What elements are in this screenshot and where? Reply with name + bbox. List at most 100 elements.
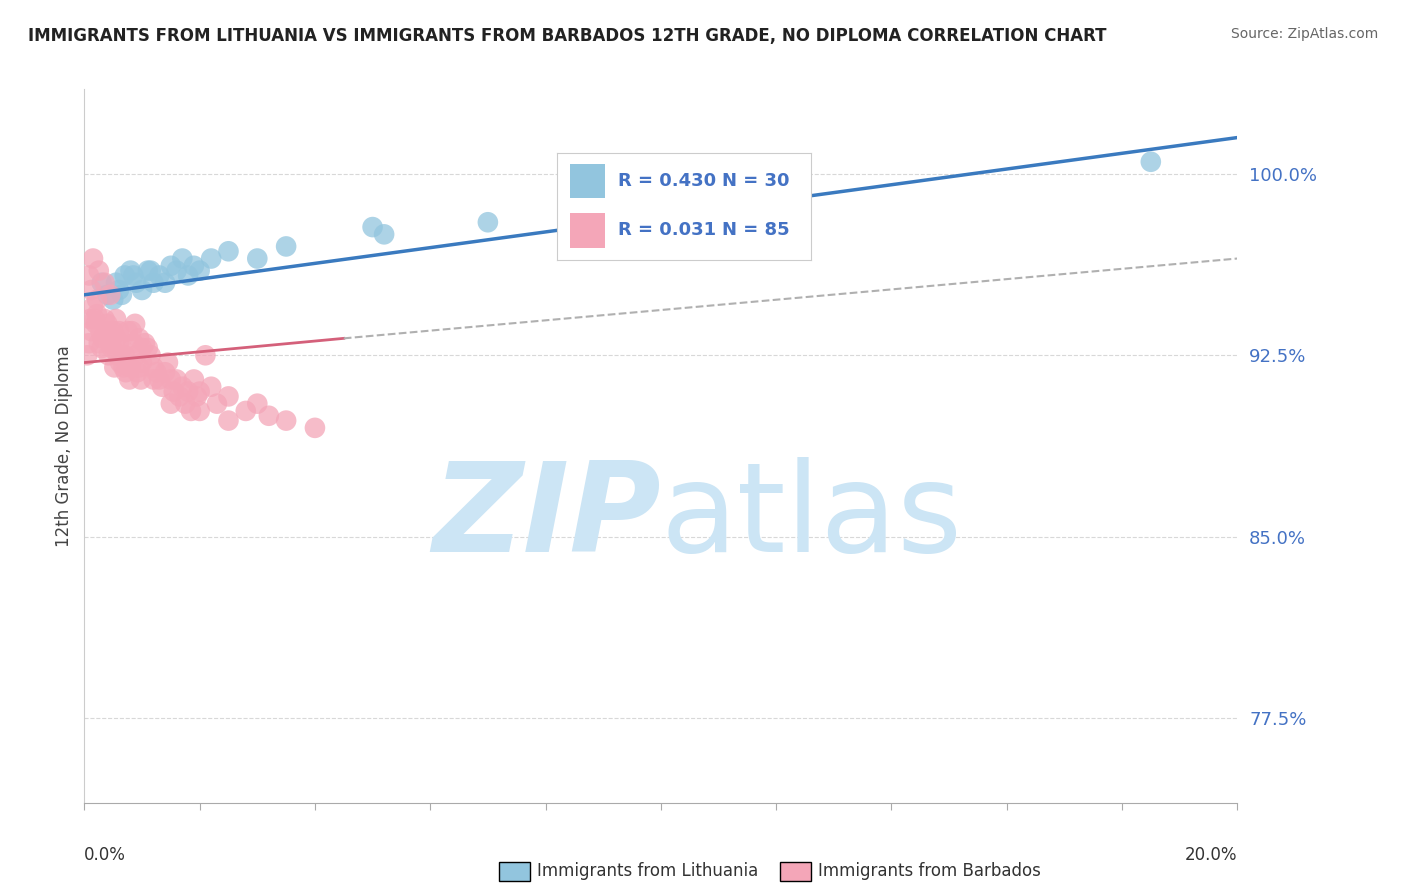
Point xyxy=(103,324,124,338)
Point xyxy=(142,276,165,290)
Point xyxy=(218,244,240,259)
Point xyxy=(131,355,153,369)
Point xyxy=(91,331,114,345)
Point xyxy=(86,293,108,307)
Point xyxy=(186,389,208,403)
Point xyxy=(101,341,124,355)
Point xyxy=(87,336,110,351)
Point xyxy=(142,372,165,386)
Point xyxy=(177,384,200,399)
Point xyxy=(139,348,162,362)
Point xyxy=(136,341,159,355)
Point xyxy=(96,317,118,331)
Point xyxy=(156,355,179,369)
Point xyxy=(96,288,118,302)
Point xyxy=(174,397,197,411)
Text: N = 30: N = 30 xyxy=(721,172,789,190)
Point xyxy=(80,324,103,338)
Point xyxy=(163,384,186,399)
Text: Source: ZipAtlas.com: Source: ZipAtlas.com xyxy=(1230,27,1378,41)
Text: 0.0%: 0.0% xyxy=(84,846,127,863)
Point xyxy=(105,312,128,326)
Point xyxy=(276,239,298,253)
Point xyxy=(83,312,105,326)
Bar xyxy=(569,213,605,248)
Point xyxy=(76,348,98,362)
Point xyxy=(128,360,150,375)
Point xyxy=(118,372,141,386)
Point xyxy=(148,268,170,283)
Point xyxy=(103,360,125,375)
Point xyxy=(218,414,240,428)
Point xyxy=(105,331,128,345)
Point xyxy=(205,397,228,411)
Point xyxy=(90,341,112,355)
Point xyxy=(107,348,129,362)
Point xyxy=(183,259,205,273)
Point xyxy=(134,336,156,351)
Point xyxy=(96,324,118,338)
Point xyxy=(103,293,124,307)
Point xyxy=(98,336,121,351)
Point xyxy=(129,372,152,386)
Point xyxy=(153,365,176,379)
Point xyxy=(304,421,326,435)
Text: R = 0.031: R = 0.031 xyxy=(617,221,716,239)
Point xyxy=(114,268,136,283)
Point xyxy=(218,389,240,403)
Text: 20.0%: 20.0% xyxy=(1185,846,1237,863)
Point xyxy=(188,263,211,277)
Point xyxy=(82,300,104,314)
Point xyxy=(142,360,165,375)
Point xyxy=(235,404,257,418)
Text: atlas: atlas xyxy=(661,457,963,578)
Point xyxy=(276,414,298,428)
Y-axis label: 12th Grade, No Diploma: 12th Grade, No Diploma xyxy=(55,345,73,547)
Text: ZIP: ZIP xyxy=(432,457,661,578)
Point xyxy=(136,263,159,277)
Point xyxy=(108,324,131,338)
Point xyxy=(150,380,173,394)
Bar xyxy=(569,164,605,198)
Point xyxy=(160,372,183,386)
Point xyxy=(257,409,280,423)
Point xyxy=(79,312,101,326)
Point xyxy=(93,276,115,290)
Point xyxy=(93,312,115,326)
Point xyxy=(98,288,121,302)
Point xyxy=(108,355,131,369)
Point xyxy=(111,288,134,302)
Text: N = 85: N = 85 xyxy=(721,221,790,239)
Point xyxy=(117,355,139,369)
Point xyxy=(120,263,142,277)
Point xyxy=(139,263,162,277)
Point xyxy=(82,252,104,266)
Point xyxy=(131,341,153,355)
Point xyxy=(145,365,167,379)
Point xyxy=(97,348,120,362)
Point xyxy=(148,372,170,386)
Point xyxy=(188,404,211,418)
Point xyxy=(177,268,200,283)
Text: R = 0.430: R = 0.430 xyxy=(617,172,716,190)
Point xyxy=(194,348,217,362)
Point xyxy=(124,317,146,331)
Point xyxy=(122,336,145,351)
Point xyxy=(112,360,135,375)
Point xyxy=(108,283,131,297)
Point xyxy=(131,283,153,297)
Point xyxy=(84,317,107,331)
Text: IMMIGRANTS FROM LITHUANIA VS IMMIGRANTS FROM BARBADOS 12TH GRADE, NO DIPLOMA COR: IMMIGRANTS FROM LITHUANIA VS IMMIGRANTS … xyxy=(28,27,1107,45)
Point xyxy=(188,384,211,399)
Point xyxy=(77,336,100,351)
Point xyxy=(246,252,269,266)
Point xyxy=(105,276,128,290)
Point xyxy=(121,324,143,338)
Point xyxy=(120,360,142,375)
Point xyxy=(160,397,183,411)
Point xyxy=(111,341,134,355)
Point xyxy=(122,268,145,283)
Point xyxy=(128,331,150,345)
Point xyxy=(77,268,100,283)
Point xyxy=(166,372,188,386)
